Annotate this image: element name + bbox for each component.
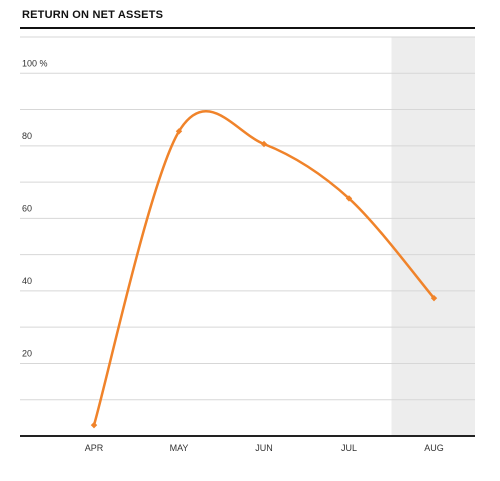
x-tick-label: AUG — [424, 443, 444, 453]
series-line — [92, 110, 436, 427]
y-tick-label: 20 — [22, 348, 32, 358]
grid-layer — [20, 36, 475, 401]
highlight-band — [391, 37, 475, 436]
x-tick-label: APR — [85, 443, 104, 453]
data-point-marker — [345, 195, 353, 202]
data-point-marker — [90, 421, 98, 429]
x-tick-labels: APR MAY JUN JUL AUG — [85, 443, 444, 453]
x-tick-label: MAY — [170, 443, 189, 453]
y-tick-labels: 20 40 60 80 100 % — [22, 58, 48, 358]
y-tick-label: 100 % — [22, 58, 48, 68]
y-tick-label: 40 — [22, 276, 32, 286]
x-tick-label: JUN — [255, 443, 273, 453]
x-tick-label: JUL — [341, 443, 357, 453]
data-point-marker — [430, 294, 438, 302]
data-point-marker — [175, 128, 183, 135]
series-layer — [90, 110, 438, 429]
data-point-marker — [260, 140, 268, 148]
chart-title: RETURN ON NET ASSETS — [22, 9, 164, 21]
y-tick-label: 60 — [22, 203, 32, 213]
y-tick-label: 80 — [22, 131, 32, 141]
